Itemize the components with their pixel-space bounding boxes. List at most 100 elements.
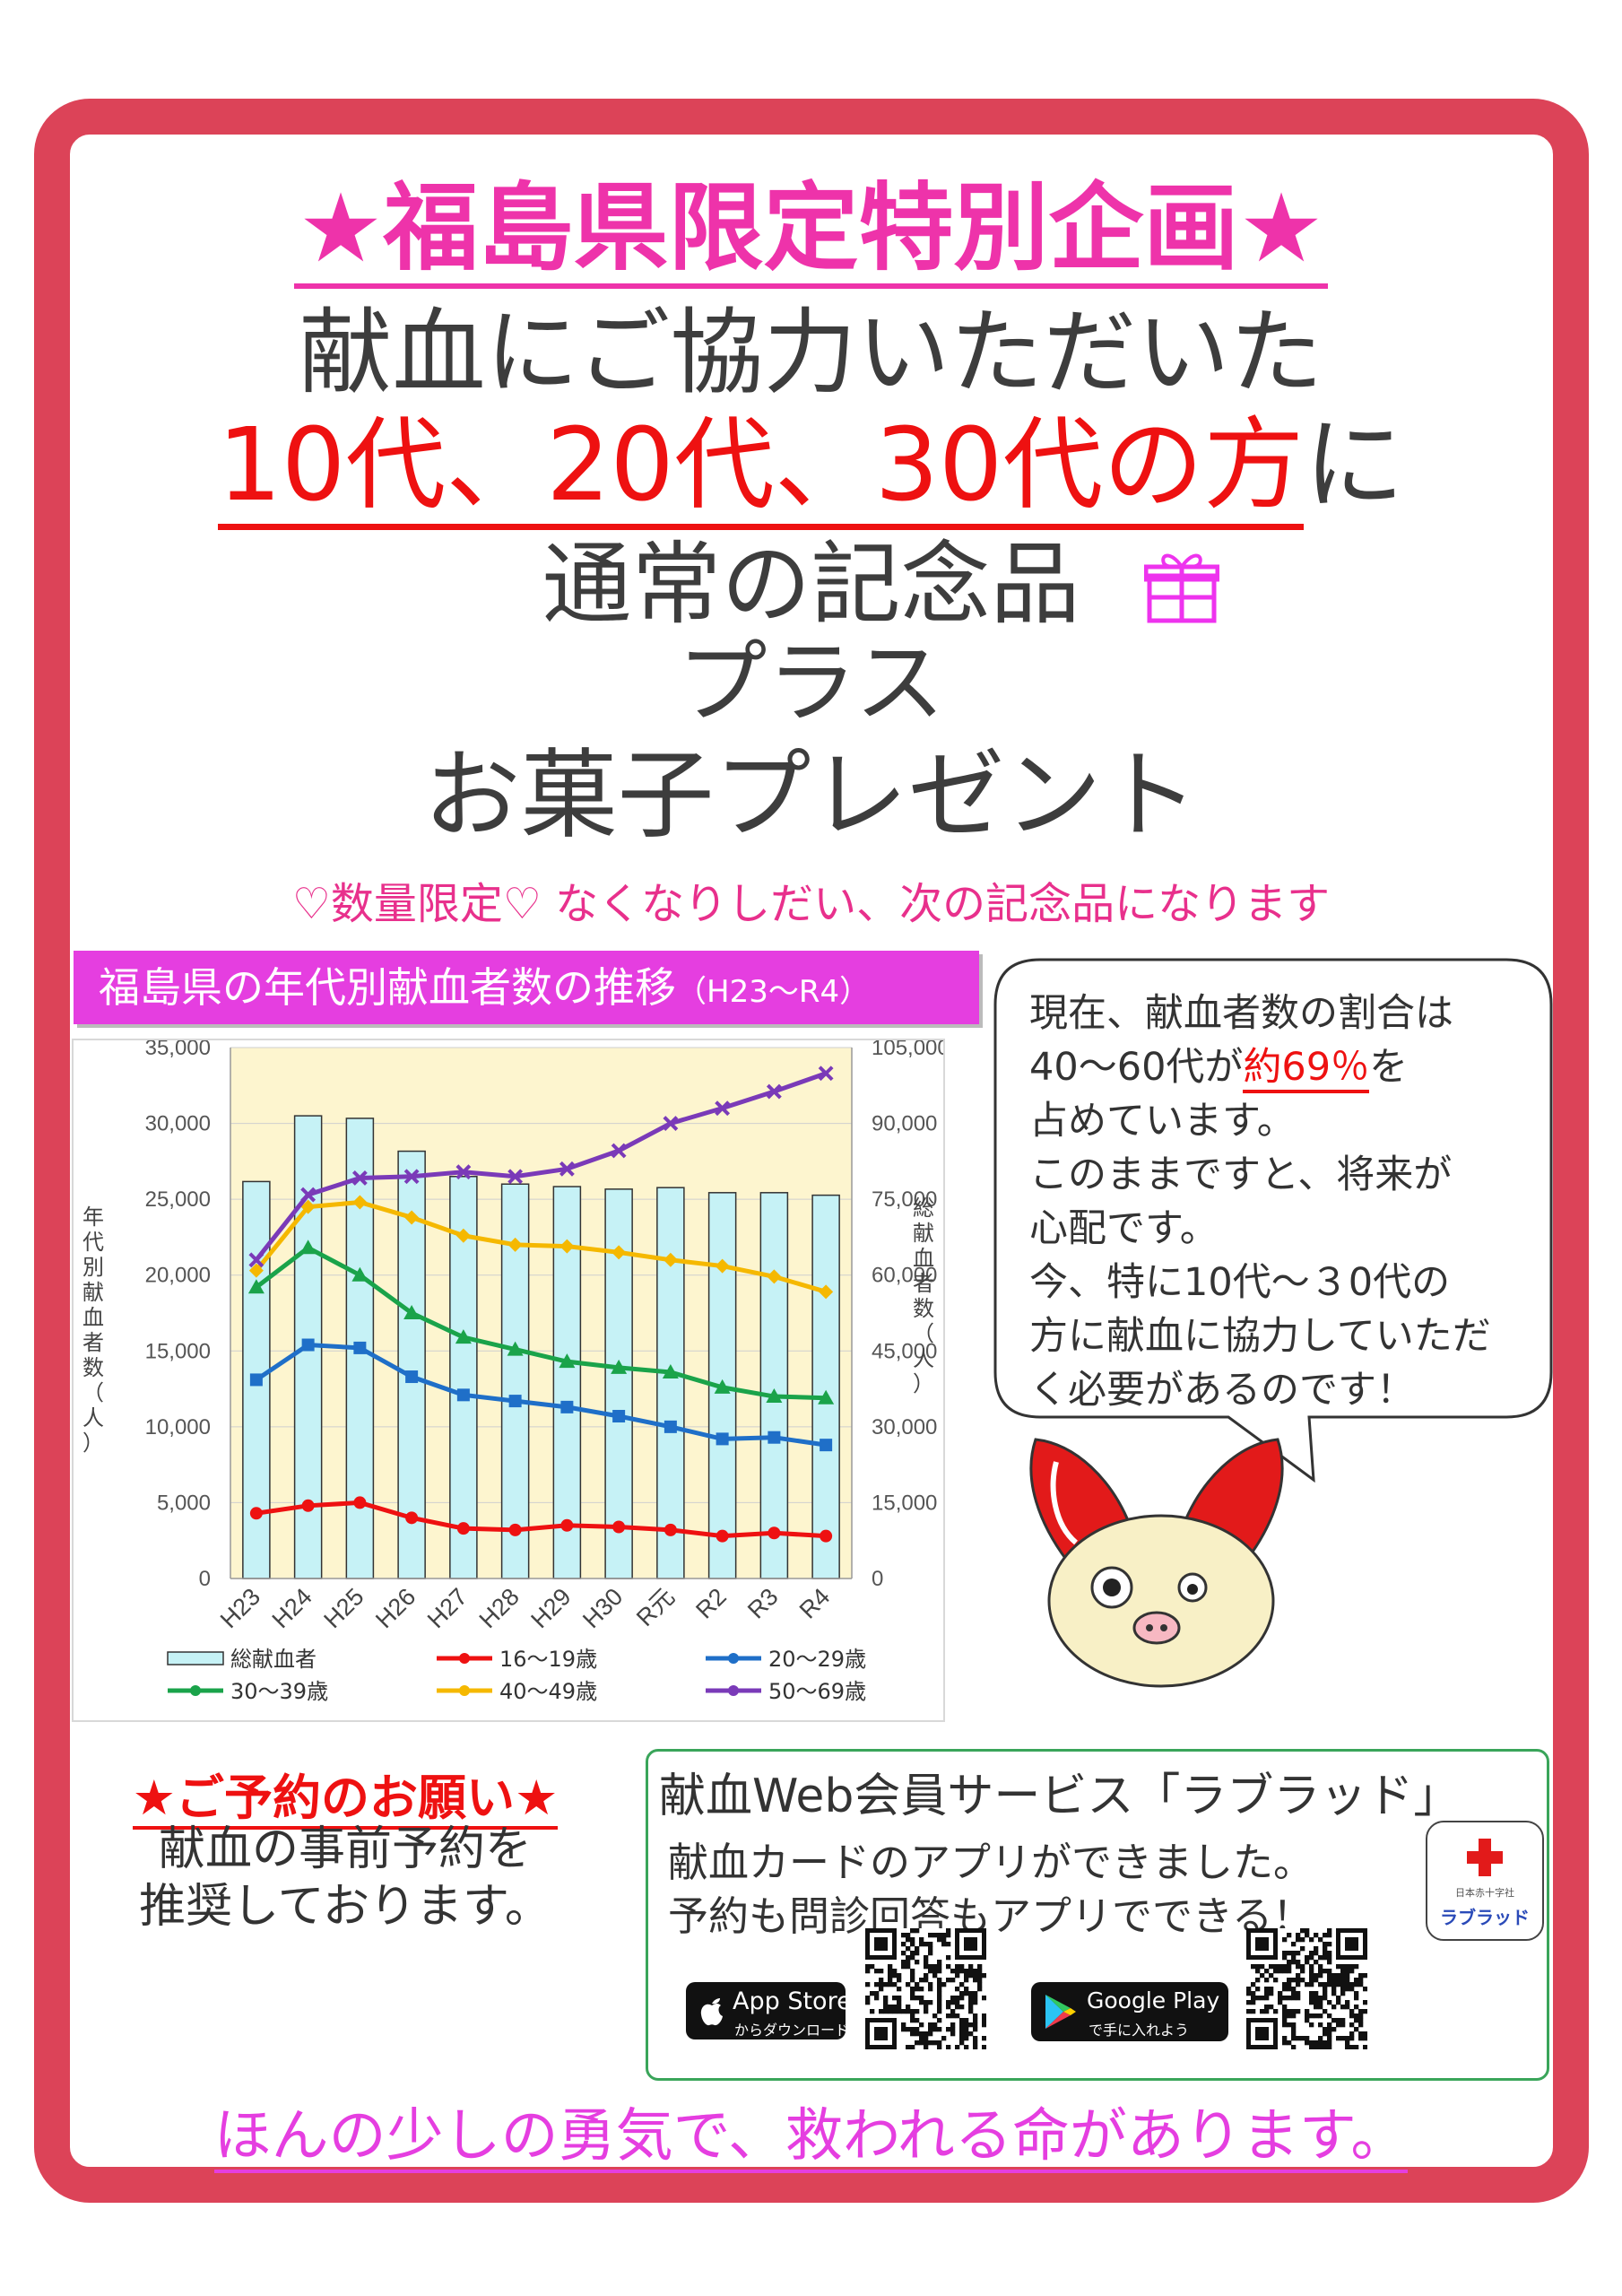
qr-module <box>973 2040 978 2046</box>
qr-module <box>968 1996 974 2001</box>
qr-module <box>915 1960 920 1965</box>
qr-module <box>1327 1969 1332 1974</box>
qr-module <box>1309 1991 1314 1996</box>
qr-module <box>1255 1996 1261 2001</box>
qr-module <box>968 1969 974 1974</box>
qr-module <box>1251 2009 1256 2014</box>
qr-module <box>973 2027 978 2032</box>
qr-module <box>1358 2022 1364 2028</box>
qr-module <box>1314 1996 1319 2001</box>
qr-module <box>1309 1969 1314 1974</box>
y-left-tick: 25,000 <box>145 1187 211 1212</box>
qr-module <box>906 1933 911 1938</box>
qr-module <box>1309 1978 1314 1983</box>
legend-marker-16～19歳 <box>459 1653 470 1664</box>
point-40～49歳-H27 <box>455 1228 471 1243</box>
qr-module <box>1282 2040 1288 2046</box>
qr-module <box>892 1969 898 1974</box>
qr-module <box>973 1996 978 2001</box>
x-tick-label: R4 <box>794 1583 836 1624</box>
qr-module <box>1309 2045 1314 2050</box>
qr-module <box>968 1991 974 1996</box>
app-store-badge[interactable]: App Store からダウンロード <box>686 1982 852 2039</box>
google-play-badge[interactable]: Google Play で手に入れよう <box>1031 1982 1228 2041</box>
google-play-sublabel: で手に入れよう <box>1089 2022 1190 2039</box>
point-20～29歳-H27 <box>456 1388 470 1402</box>
qr-module <box>1291 1991 1297 1996</box>
qr-module <box>1264 1978 1270 1983</box>
app-logo[interactable]: 日本赤十字社 ラブラッド <box>1426 1821 1544 1941</box>
legend-marker-50～69歳 <box>728 1685 739 1696</box>
qr-module <box>1287 1933 1292 1938</box>
point-30～39歳-H24 <box>299 1239 317 1255</box>
qr-module <box>1349 1964 1355 1970</box>
qr-module <box>1287 1978 1292 1983</box>
qr-module <box>924 2031 929 2037</box>
qr-module <box>1327 2000 1332 2005</box>
qr-module <box>924 2000 929 2005</box>
series-line-20～29歳 <box>255 1342 827 1448</box>
qr-module <box>1300 1937 1305 1943</box>
qr-module <box>937 2005 942 2010</box>
qr-module <box>964 1978 969 1983</box>
qr-module <box>1363 1973 1368 1979</box>
qr-module <box>1323 1969 1328 1974</box>
qr-module <box>1345 2040 1350 2046</box>
qr-module <box>937 1964 942 1970</box>
qr-module <box>897 1978 902 1983</box>
qr-module <box>1345 2000 1350 2005</box>
qr-module <box>1305 1933 1310 1938</box>
qr-module <box>1314 1960 1319 1965</box>
qr-module <box>888 1964 893 1970</box>
qr-module <box>1323 1942 1328 1947</box>
qr-module <box>1358 2031 1364 2037</box>
qr-module <box>1349 1987 1355 1992</box>
qr-module <box>941 1937 947 1943</box>
qr-module <box>1273 1978 1279 1983</box>
qr-module <box>932 2013 938 2019</box>
y-left-tick: 10,000 <box>145 1415 211 1439</box>
qr-module <box>1340 1987 1346 1992</box>
qr-module <box>901 1933 906 1938</box>
point-40～49歳-R元 <box>663 1252 678 1267</box>
x-tick-label: R元 <box>631 1583 680 1631</box>
x-tick-label: H24 <box>267 1583 317 1633</box>
qr-module <box>901 2027 906 2032</box>
qr-module <box>1305 2009 1310 2014</box>
qr-module <box>982 2018 987 2023</box>
qr-module <box>1345 1978 1350 1983</box>
google-play-label: Google Play <box>1087 1987 1220 2013</box>
app-store-qr[interactable] <box>865 1928 987 2050</box>
speech-bubble <box>993 958 1553 1483</box>
point-50～69歳-R元 <box>663 1116 679 1131</box>
google-play-qr[interactable] <box>1246 1928 1368 2050</box>
qr-module <box>959 2022 965 2028</box>
qr-module <box>1336 1996 1341 2001</box>
qr-module <box>919 1937 924 1943</box>
qr-module <box>1291 2036 1297 2041</box>
qr-module <box>946 1933 951 1938</box>
qr-module <box>906 2005 911 2010</box>
qr-module <box>1296 2009 1301 2014</box>
qr-module <box>1291 2009 1297 2014</box>
qr-module <box>982 2036 987 2041</box>
qr-module <box>964 2045 969 2050</box>
qr-module <box>964 2031 969 2037</box>
qr-module <box>955 2045 960 2050</box>
qr-module <box>1309 1964 1314 1970</box>
qr-module <box>937 2000 942 2005</box>
qr-module <box>1331 1987 1337 1992</box>
point-40～49歳-R3 <box>767 1269 782 1284</box>
qr-module <box>1264 2005 1270 2010</box>
point-30～39歳-H28 <box>507 1341 524 1356</box>
qr-module <box>919 2040 924 2046</box>
qr-module <box>1336 2000 1341 2005</box>
qr-module <box>1323 1951 1328 1956</box>
qr-module <box>1318 2000 1323 2005</box>
qr-module <box>1305 1982 1310 1987</box>
qr-module <box>1305 2036 1310 2041</box>
web-service-box <box>646 1749 1549 2081</box>
headline-line4: プラス <box>677 631 945 735</box>
qr-module <box>946 2027 951 2032</box>
qr-module <box>1309 2022 1314 2028</box>
